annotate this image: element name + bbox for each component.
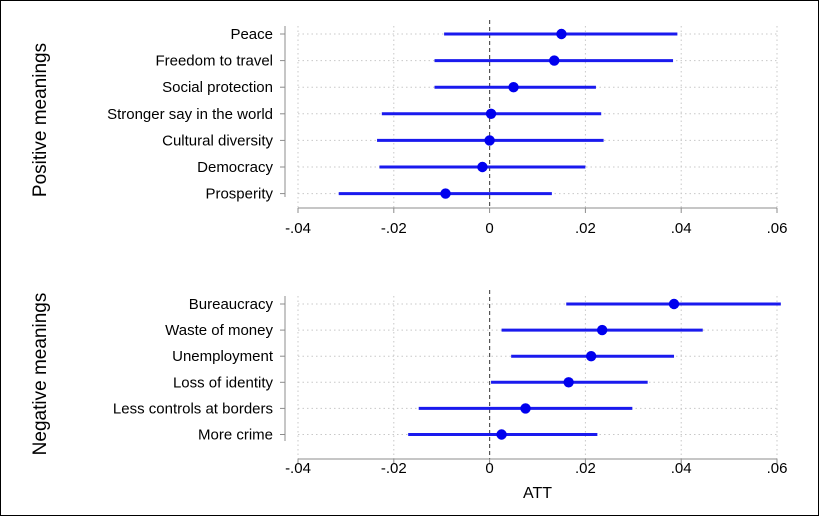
category-label: Stronger say in the world xyxy=(107,106,273,123)
point-estimate xyxy=(484,135,495,146)
x-tick-label: 0 xyxy=(485,220,493,237)
category-label: Democracy xyxy=(197,159,273,176)
category-label: Unemployment xyxy=(172,348,274,365)
point-estimate xyxy=(496,429,507,440)
category-label: Cultural diversity xyxy=(162,132,273,149)
x-tick-label: 0 xyxy=(485,460,493,477)
category-label: Prosperity xyxy=(205,186,273,203)
category-label: Less controls at borders xyxy=(113,400,273,417)
panel-title: Positive meanings xyxy=(30,43,51,197)
point-estimate xyxy=(440,188,451,199)
panel-title: Negative meanings xyxy=(30,293,51,456)
category-label: Freedom to travel xyxy=(155,53,273,70)
x-tick-label: .04 xyxy=(671,460,692,477)
point-estimate xyxy=(508,82,519,93)
x-tick-label: .06 xyxy=(767,460,788,477)
category-label: Bureaucracy xyxy=(189,296,274,313)
category-label: More crime xyxy=(198,427,273,444)
point-estimate xyxy=(477,161,488,173)
point-estimate xyxy=(596,324,608,336)
point-estimate xyxy=(485,108,497,120)
x-tick-label: -.04 xyxy=(285,460,311,477)
category-label: Peace xyxy=(230,26,273,43)
point-estimate xyxy=(563,377,574,388)
x-tick-label: -.02 xyxy=(381,460,407,477)
x-tick-label: .02 xyxy=(575,460,596,477)
category-label: Loss of identity xyxy=(173,374,274,391)
x-axis-label: ATT xyxy=(523,485,552,502)
point-estimate xyxy=(520,403,531,414)
category-label: Social protection xyxy=(162,79,273,96)
x-tick-label: -.04 xyxy=(285,220,311,237)
x-tick-label: .04 xyxy=(671,220,692,237)
point-estimate xyxy=(556,28,567,40)
x-tick-label: .06 xyxy=(767,220,788,237)
point-estimate xyxy=(585,351,597,362)
x-tick-label: .02 xyxy=(575,220,596,237)
point-estimate xyxy=(668,298,680,310)
point-estimate xyxy=(549,55,560,66)
x-tick-label: -.02 xyxy=(381,220,407,237)
category-label: Waste of money xyxy=(165,322,273,339)
